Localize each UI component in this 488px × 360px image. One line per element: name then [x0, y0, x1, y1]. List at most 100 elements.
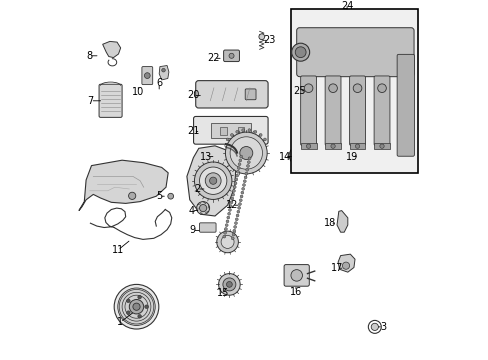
Circle shape [239, 155, 242, 158]
FancyBboxPatch shape [300, 76, 316, 145]
Circle shape [290, 270, 302, 281]
Text: 24: 24 [340, 1, 352, 12]
Circle shape [126, 311, 130, 314]
Circle shape [237, 206, 240, 209]
Text: 22: 22 [207, 53, 220, 63]
Circle shape [247, 129, 250, 132]
Circle shape [234, 178, 237, 181]
Circle shape [244, 172, 247, 175]
Circle shape [237, 167, 240, 170]
Circle shape [229, 201, 232, 204]
Text: 5: 5 [155, 191, 162, 201]
Text: 21: 21 [187, 126, 199, 136]
Circle shape [295, 47, 305, 58]
Circle shape [238, 163, 241, 166]
Text: 16: 16 [289, 287, 302, 297]
Bar [300, 143, 316, 149]
Polygon shape [336, 211, 347, 232]
Circle shape [218, 274, 240, 295]
Circle shape [258, 34, 264, 40]
Circle shape [241, 129, 244, 132]
Circle shape [239, 159, 241, 162]
Circle shape [233, 225, 236, 228]
Text: 20: 20 [187, 90, 199, 100]
Circle shape [295, 153, 301, 158]
FancyBboxPatch shape [223, 50, 239, 62]
Bar [349, 143, 365, 149]
Circle shape [194, 162, 231, 199]
Bar [373, 143, 389, 149]
Circle shape [209, 177, 216, 184]
Circle shape [236, 214, 239, 217]
Polygon shape [186, 146, 235, 216]
Circle shape [246, 165, 249, 167]
FancyBboxPatch shape [244, 89, 256, 100]
FancyBboxPatch shape [142, 67, 152, 85]
Circle shape [379, 144, 384, 148]
Circle shape [231, 237, 234, 240]
Circle shape [228, 53, 234, 58]
Circle shape [328, 84, 337, 93]
Circle shape [233, 186, 236, 189]
Circle shape [241, 191, 244, 194]
Text: 10: 10 [132, 87, 144, 97]
Circle shape [199, 204, 206, 212]
Circle shape [225, 224, 228, 226]
FancyBboxPatch shape [325, 76, 340, 145]
Circle shape [199, 167, 226, 194]
Circle shape [342, 262, 349, 269]
Text: 15: 15 [216, 288, 228, 298]
Circle shape [243, 180, 246, 183]
Circle shape [370, 323, 378, 330]
Circle shape [235, 130, 238, 133]
Text: 19: 19 [345, 152, 357, 162]
Text: 11: 11 [111, 245, 123, 255]
Circle shape [244, 176, 246, 179]
Circle shape [223, 231, 226, 234]
Circle shape [138, 295, 141, 299]
Bar [290, 9, 418, 173]
Circle shape [225, 220, 228, 223]
Text: 8: 8 [86, 51, 92, 61]
Circle shape [223, 278, 235, 291]
Circle shape [216, 231, 238, 253]
Circle shape [240, 195, 243, 198]
Text: 25: 25 [292, 86, 305, 96]
Circle shape [330, 144, 335, 148]
Text: 6: 6 [156, 78, 162, 88]
Circle shape [228, 208, 231, 211]
Text: 1: 1 [117, 317, 123, 327]
FancyBboxPatch shape [195, 81, 267, 108]
Circle shape [306, 144, 310, 148]
Circle shape [236, 210, 239, 213]
Circle shape [221, 235, 234, 248]
Circle shape [239, 199, 242, 202]
Circle shape [205, 173, 221, 189]
Circle shape [292, 150, 304, 161]
Circle shape [245, 168, 248, 171]
Circle shape [259, 134, 262, 136]
Circle shape [224, 228, 227, 230]
FancyBboxPatch shape [193, 117, 267, 144]
Circle shape [236, 170, 239, 173]
Text: 14: 14 [278, 152, 290, 162]
FancyBboxPatch shape [349, 76, 365, 145]
Circle shape [227, 212, 230, 215]
Text: 17: 17 [330, 263, 343, 273]
Circle shape [225, 132, 266, 174]
Text: 23: 23 [262, 35, 275, 45]
Circle shape [226, 282, 232, 287]
Circle shape [114, 284, 159, 329]
Text: 7: 7 [87, 96, 93, 106]
Circle shape [241, 188, 244, 190]
Circle shape [232, 233, 235, 236]
Circle shape [232, 189, 235, 192]
Text: 9: 9 [189, 225, 195, 235]
Circle shape [229, 204, 232, 207]
Circle shape [230, 197, 233, 200]
Circle shape [235, 218, 238, 221]
Circle shape [291, 43, 309, 61]
Circle shape [230, 137, 262, 169]
Polygon shape [159, 66, 168, 80]
Circle shape [235, 174, 238, 177]
